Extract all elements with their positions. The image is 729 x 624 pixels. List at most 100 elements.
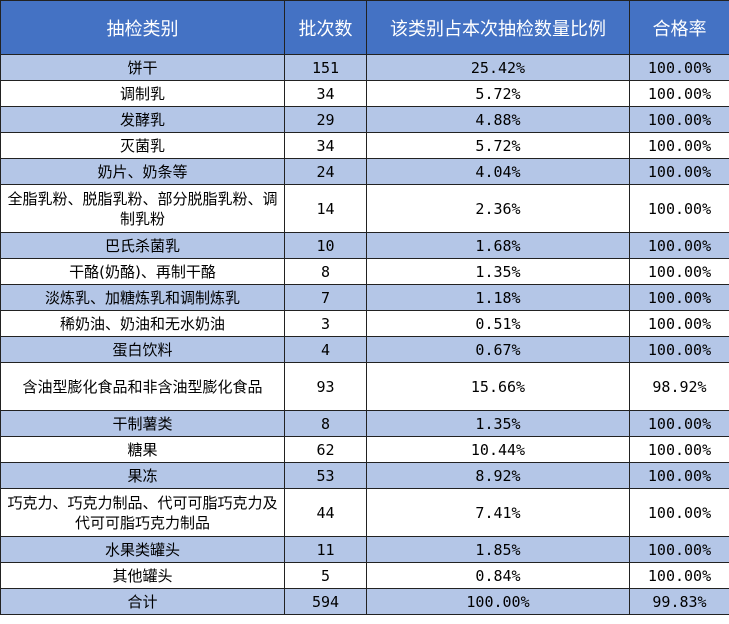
pass-rate-cell: 100.00% — [629, 106, 729, 133]
category-cell: 巧克力、巧克力制品、代可可脂巧克力及代可可脂巧克力制品 — [0, 488, 285, 537]
batches-cell: 24 — [284, 158, 367, 185]
category-cell: 果冻 — [0, 462, 285, 489]
ratio-cell: 1.35% — [366, 410, 630, 437]
category-cell: 发酵乳 — [0, 106, 285, 133]
header-batches: 批次数 — [284, 0, 367, 55]
batches-cell: 14 — [284, 184, 367, 233]
batches-cell: 4 — [284, 336, 367, 363]
batches-cell: 7 — [284, 284, 367, 311]
pass-rate-cell: 100.00% — [629, 158, 729, 185]
batches-cell: 62 — [284, 436, 367, 463]
table-row: 干制薯类 8 1.35% 100.00% — [0, 410, 729, 437]
table-row: 蛋白饮料 4 0.67% 100.00% — [0, 336, 729, 363]
category-cell: 灭菌乳 — [0, 132, 285, 159]
table-row: 巧克力、巧克力制品、代可可脂巧克力及代可可脂巧克力制品 44 7.41% 100… — [0, 488, 729, 537]
table-row: 饼干 151 25.42% 100.00% — [0, 54, 729, 81]
batches-cell: 34 — [284, 132, 367, 159]
batches-cell: 5 — [284, 562, 367, 589]
pass-rate-cell: 100.00% — [629, 54, 729, 81]
pass-rate-cell: 100.00% — [629, 132, 729, 159]
ratio-cell: 1.68% — [366, 232, 630, 259]
table-row: 奶片、奶条等 24 4.04% 100.00% — [0, 158, 729, 185]
ratio-cell: 4.88% — [366, 106, 630, 133]
pass-rate-cell: 100.00% — [629, 232, 729, 259]
pass-rate-cell: 100.00% — [629, 80, 729, 107]
total-row: 合计 594 100.00% 99.83% — [0, 588, 729, 615]
table-row: 果冻 53 8.92% 100.00% — [0, 462, 729, 489]
ratio-cell: 2.36% — [366, 184, 630, 233]
category-cell: 蛋白饮料 — [0, 336, 285, 363]
batches-cell: 10 — [284, 232, 367, 259]
batches-cell: 151 — [284, 54, 367, 81]
category-cell: 糖果 — [0, 436, 285, 463]
batches-cell: 29 — [284, 106, 367, 133]
ratio-cell: 1.35% — [366, 258, 630, 285]
category-cell: 奶片、奶条等 — [0, 158, 285, 185]
ratio-cell: 5.72% — [366, 132, 630, 159]
ratio-cell: 25.42% — [366, 54, 630, 81]
category-cell: 干制薯类 — [0, 410, 285, 437]
pass-rate-cell: 100.00% — [629, 410, 729, 437]
category-cell: 淡炼乳、加糖炼乳和调制炼乳 — [0, 284, 285, 311]
batches-cell: 93 — [284, 362, 367, 411]
total-batches-cell: 594 — [284, 588, 367, 615]
header-category: 抽检类别 — [0, 0, 285, 55]
table-row: 糖果 62 10.44% 100.00% — [0, 436, 729, 463]
batches-cell: 3 — [284, 310, 367, 337]
table-row: 含油型膨化食品和非含油型膨化食品 93 15.66% 98.92% — [0, 362, 729, 411]
total-label-cell: 合计 — [0, 588, 285, 615]
ratio-cell: 10.44% — [366, 436, 630, 463]
pass-rate-cell: 100.00% — [629, 462, 729, 489]
batches-cell: 53 — [284, 462, 367, 489]
batches-cell: 44 — [284, 488, 367, 537]
table-row: 全脂乳粉、脱脂乳粉、部分脱脂乳粉、调制乳粉 14 2.36% 100.00% — [0, 184, 729, 233]
ratio-cell: 8.92% — [366, 462, 630, 489]
ratio-cell: 5.72% — [366, 80, 630, 107]
ratio-cell: 0.67% — [366, 336, 630, 363]
header-pass-rate: 合格率 — [629, 0, 729, 55]
batches-cell: 8 — [284, 258, 367, 285]
pass-rate-cell: 100.00% — [629, 536, 729, 563]
table-row: 巴氏杀菌乳 10 1.68% 100.00% — [0, 232, 729, 259]
pass-rate-cell: 98.92% — [629, 362, 729, 411]
table-row: 调制乳 34 5.72% 100.00% — [0, 80, 729, 107]
batches-cell: 8 — [284, 410, 367, 437]
ratio-cell: 4.04% — [366, 158, 630, 185]
ratio-cell: 0.84% — [366, 562, 630, 589]
ratio-cell: 1.18% — [366, 284, 630, 311]
table-row: 淡炼乳、加糖炼乳和调制炼乳 7 1.18% 100.00% — [0, 284, 729, 311]
total-pass-rate-cell: 99.83% — [629, 588, 729, 615]
ratio-cell: 0.51% — [366, 310, 630, 337]
ratio-cell: 7.41% — [366, 488, 630, 537]
category-cell: 含油型膨化食品和非含油型膨化食品 — [0, 362, 285, 411]
table-row: 稀奶油、奶油和无水奶油 3 0.51% 100.00% — [0, 310, 729, 337]
batches-cell: 11 — [284, 536, 367, 563]
table-row: 其他罐头 5 0.84% 100.00% — [0, 562, 729, 589]
category-cell: 干酪(奶酪)、再制干酪 — [0, 258, 285, 285]
category-cell: 其他罐头 — [0, 562, 285, 589]
category-cell: 饼干 — [0, 54, 285, 81]
total-ratio-cell: 100.00% — [366, 588, 630, 615]
pass-rate-cell: 100.00% — [629, 436, 729, 463]
pass-rate-cell: 100.00% — [629, 310, 729, 337]
table-row: 干酪(奶酪)、再制干酪 8 1.35% 100.00% — [0, 258, 729, 285]
category-cell: 调制乳 — [0, 80, 285, 107]
header-row: 抽检类别 批次数 该类别占本次抽检数量比例 合格率 — [0, 0, 729, 55]
pass-rate-cell: 100.00% — [629, 258, 729, 285]
table-row: 灭菌乳 34 5.72% 100.00% — [0, 132, 729, 159]
table-row: 发酵乳 29 4.88% 100.00% — [0, 106, 729, 133]
category-cell: 巴氏杀菌乳 — [0, 232, 285, 259]
pass-rate-cell: 100.00% — [629, 562, 729, 589]
pass-rate-cell: 100.00% — [629, 184, 729, 233]
ratio-cell: 1.85% — [366, 536, 630, 563]
batches-cell: 34 — [284, 80, 367, 107]
category-cell: 全脂乳粉、脱脂乳粉、部分脱脂乳粉、调制乳粉 — [0, 184, 285, 233]
pass-rate-cell: 100.00% — [629, 284, 729, 311]
category-cell: 水果类罐头 — [0, 536, 285, 563]
pass-rate-cell: 100.00% — [629, 488, 729, 537]
ratio-cell: 15.66% — [366, 362, 630, 411]
header-ratio: 该类别占本次抽检数量比例 — [366, 0, 630, 55]
table-row: 水果类罐头 11 1.85% 100.00% — [0, 536, 729, 563]
pass-rate-cell: 100.00% — [629, 336, 729, 363]
